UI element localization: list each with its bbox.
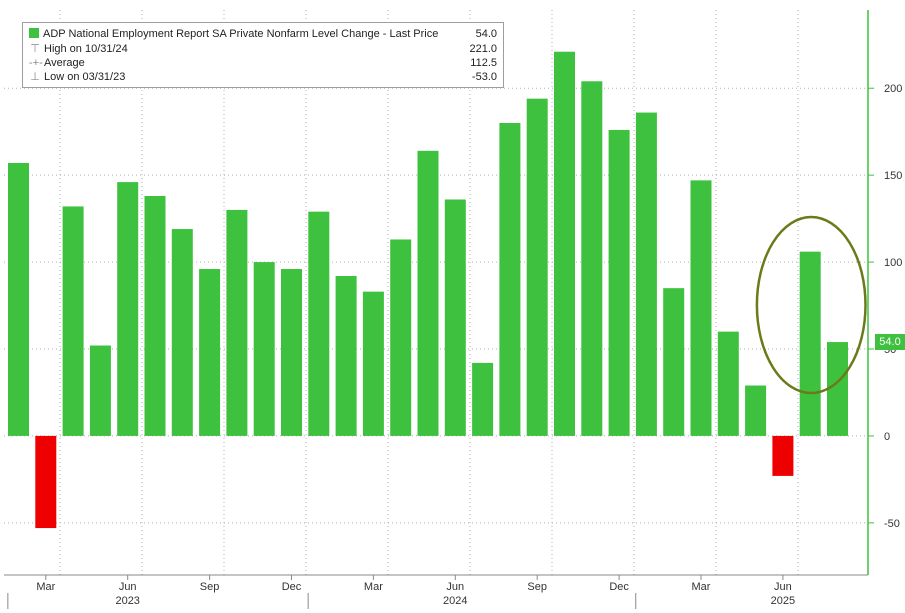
bar	[717, 331, 739, 436]
x-tick-label: Mar	[692, 581, 711, 593]
x-tick-label: Sep	[200, 581, 220, 593]
bar	[35, 435, 57, 529]
x-tick-label: Jun	[446, 581, 464, 593]
legend-low-label: Low on 03/31/23	[44, 71, 126, 83]
y-tick-label: 200	[884, 83, 902, 95]
high-marker-icon: ⊤	[30, 43, 40, 55]
x-tick-label: Jun	[119, 581, 137, 593]
legend-swatch	[29, 28, 39, 38]
bar	[89, 345, 111, 436]
bar	[253, 262, 275, 436]
x-tick-label: Jun	[774, 581, 792, 593]
legend-entry-average: -+-Average 112.5	[29, 56, 497, 70]
bar	[199, 269, 221, 436]
bar	[62, 206, 84, 436]
bar	[745, 385, 767, 436]
highlight-ellipse	[755, 215, 867, 395]
legend-series-value: 54.0	[475, 28, 497, 40]
x-year-label: 2024	[443, 595, 467, 607]
bar	[663, 288, 685, 436]
bar	[335, 275, 357, 436]
bars	[8, 51, 848, 529]
bar	[281, 269, 302, 436]
legend-high-label: High on 10/31/24	[44, 43, 128, 55]
average-marker-icon: -+-	[29, 57, 43, 69]
y-tick-label: 100	[884, 257, 902, 269]
y-tick-label: -50	[884, 518, 900, 530]
bar	[799, 251, 821, 436]
bar	[226, 209, 248, 436]
y-tick-label: 150	[884, 170, 902, 182]
legend-average-label: Average	[44, 57, 85, 69]
low-marker-icon: ⊥	[30, 71, 40, 83]
bar	[772, 435, 794, 476]
bar	[308, 211, 330, 436]
bar	[417, 150, 439, 436]
bar	[581, 81, 603, 436]
legend-series-label: ADP National Employment Report SA Privat…	[43, 28, 439, 40]
bar	[472, 362, 494, 436]
bar	[117, 182, 139, 436]
bar	[444, 199, 466, 436]
bar	[362, 291, 384, 436]
bar	[526, 98, 548, 436]
legend-entry-series: ADP National Employment Report SA Privat…	[29, 27, 497, 41]
tick-labels: -50050100150200MarJunSepDecMarJunSepDecM…	[36, 83, 902, 607]
x-tick-label: Sep	[527, 581, 547, 593]
legend-entry-low: ⊥ Low on 03/31/23 -53.0	[29, 70, 497, 84]
legend-low-value: -53.0	[471, 71, 497, 83]
x-tick-label: Mar	[364, 581, 383, 593]
x-year-label: 2023	[115, 595, 139, 607]
bar	[144, 196, 166, 436]
legend-average-value: 112.5	[470, 57, 497, 69]
x-tick-label: Mar	[36, 581, 55, 593]
bar	[690, 180, 712, 436]
x-year-label: 2025	[771, 595, 795, 607]
last-price-tag: 54.0	[875, 334, 905, 351]
bar	[608, 129, 630, 436]
bar	[171, 229, 193, 436]
bar	[635, 112, 657, 436]
bar	[499, 123, 521, 436]
legend-entry-high: ⊤ High on 10/31/24 221.0	[29, 42, 497, 56]
axes	[4, 10, 874, 609]
legend: ADP National Employment Report SA Privat…	[22, 22, 504, 88]
y-tick-label: 0	[884, 431, 890, 443]
legend-high-value: 221.0	[469, 43, 497, 55]
bar	[390, 239, 412, 436]
bar	[827, 342, 848, 436]
x-tick-label: Dec	[609, 581, 629, 593]
bar	[554, 51, 575, 436]
bar	[8, 162, 29, 436]
x-tick-label: Dec	[282, 581, 302, 593]
